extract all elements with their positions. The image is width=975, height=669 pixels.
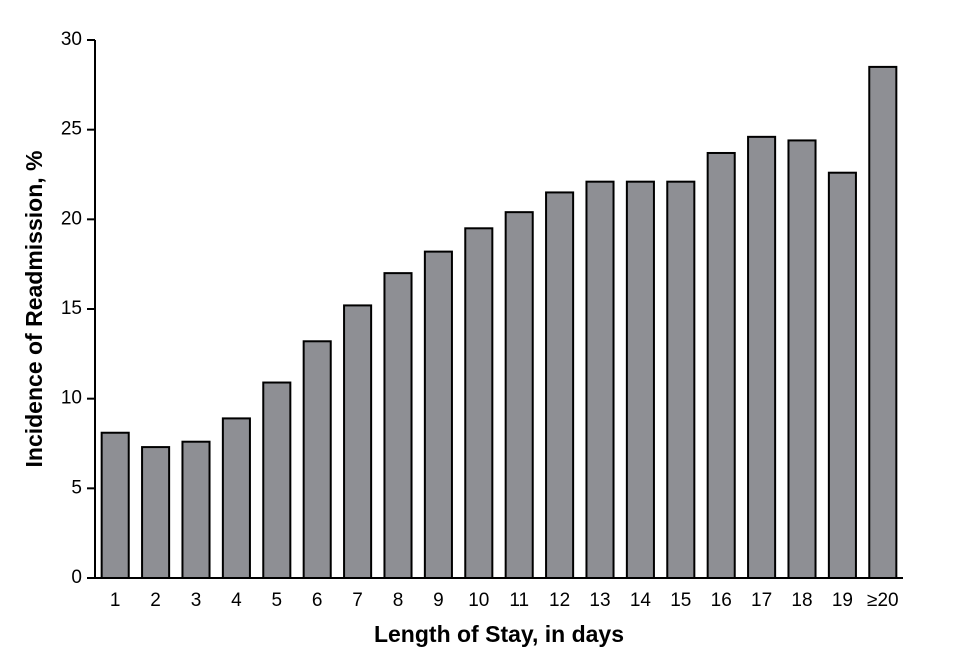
bar <box>141 446 171 579</box>
x-tick-label: 15 <box>670 590 691 611</box>
bar <box>827 171 857 579</box>
y-tick-label: 25 <box>61 119 82 140</box>
x-tick-label: 4 <box>231 590 242 611</box>
x-tick-label: 7 <box>352 590 363 611</box>
bar <box>181 440 211 579</box>
bar <box>343 304 373 579</box>
bar <box>464 227 494 580</box>
bar <box>221 417 251 580</box>
x-tick-label: 6 <box>312 590 323 611</box>
x-tick-label: 3 <box>191 590 202 611</box>
x-tick-label: 8 <box>393 590 404 611</box>
y-tick-label: 0 <box>71 567 82 588</box>
y-tick-label: 15 <box>61 298 82 319</box>
x-tick-label: 12 <box>549 590 570 611</box>
bar <box>262 381 292 579</box>
bar <box>423 250 453 579</box>
y-tick-label: 5 <box>71 477 82 498</box>
bar <box>787 139 817 579</box>
x-tick-label: 14 <box>630 590 652 611</box>
y-tick-label: 30 <box>61 29 82 50</box>
bar <box>302 340 332 579</box>
x-tick-label: 13 <box>589 590 610 611</box>
x-tick-label: 10 <box>468 590 489 611</box>
x-tick-label: ≥20 <box>867 590 899 611</box>
x-tick-label: 9 <box>433 590 444 611</box>
x-tick-label: 11 <box>509 590 529 611</box>
x-tick-label: 18 <box>791 590 812 611</box>
bar <box>666 180 696 579</box>
x-tick-label: 17 <box>751 590 772 611</box>
y-tick-label: 10 <box>61 388 82 409</box>
bar <box>545 191 575 580</box>
bar <box>504 211 534 579</box>
bar <box>706 151 736 579</box>
bar <box>625 180 655 579</box>
x-tick-label: 5 <box>272 590 283 611</box>
x-tick-label: 2 <box>150 590 161 611</box>
bar <box>868 65 898 580</box>
bar <box>100 431 130 579</box>
x-tick-label: 19 <box>832 590 853 611</box>
y-tick-label: 20 <box>61 208 82 229</box>
bar <box>585 180 615 579</box>
x-tick-label: 1 <box>110 590 121 611</box>
x-axis-title: Length of Stay, in days <box>374 621 624 647</box>
x-tick-label: 16 <box>711 590 732 611</box>
bar <box>383 272 413 579</box>
y-axis-title: Incidence of Readmission, % <box>21 151 47 468</box>
bar <box>747 135 777 579</box>
